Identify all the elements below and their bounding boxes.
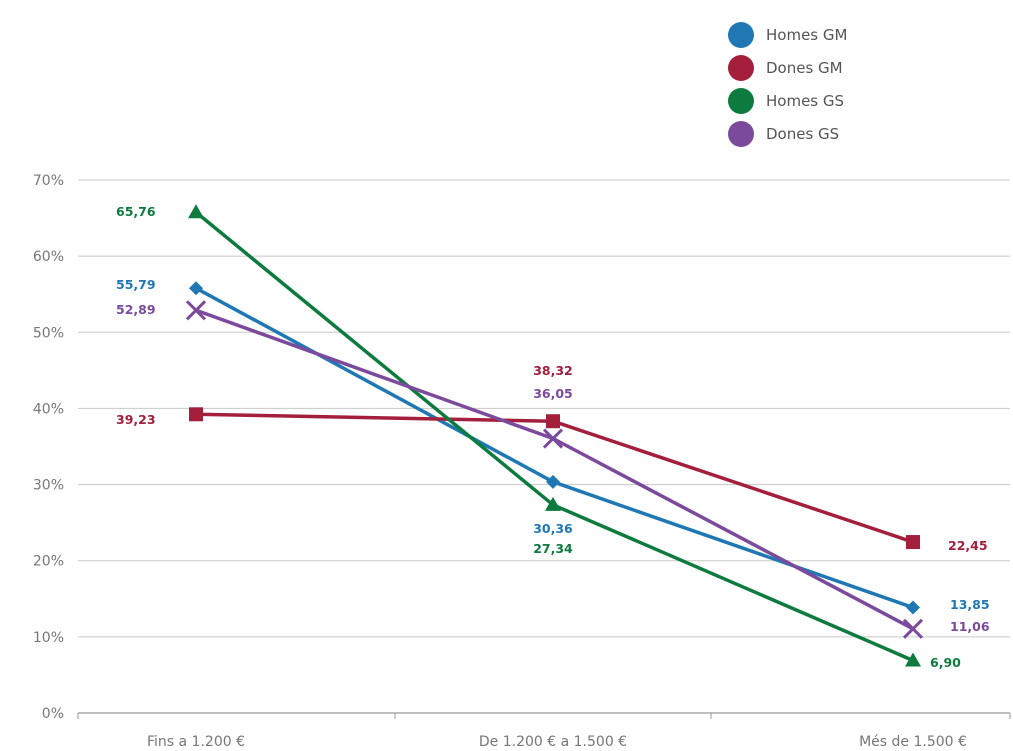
y-tick-label: 10% bbox=[33, 630, 64, 646]
x-tick-label: Més de 1.500 € bbox=[859, 734, 967, 750]
data-point bbox=[546, 414, 560, 429]
legend-item-dones-gs: Dones GS bbox=[728, 117, 847, 150]
legend-item-homes-gm: Homes GM bbox=[728, 18, 847, 51]
data-label: 11,06 bbox=[950, 619, 990, 634]
data-point bbox=[546, 474, 560, 489]
y-tick-label: 60% bbox=[33, 249, 64, 265]
gridlines bbox=[78, 179, 1010, 714]
data-point bbox=[542, 428, 564, 449]
data-label: 38,32 bbox=[533, 363, 573, 378]
legend-item-dones-gm: Dones GM bbox=[728, 51, 847, 84]
y-tick-label: 40% bbox=[33, 401, 64, 417]
data-point bbox=[902, 618, 924, 639]
data-point bbox=[189, 281, 203, 296]
data-label: 52,89 bbox=[116, 302, 156, 317]
data-label: 22,45 bbox=[948, 538, 988, 553]
legend-swatch bbox=[728, 54, 754, 81]
x-axis: Fins a 1.200 € De 1.200 € a 1.500 € Més de… bbox=[77, 713, 1011, 750]
y-tick-label: 30% bbox=[33, 478, 64, 494]
data-point bbox=[189, 407, 203, 422]
data-label: 6,90 bbox=[930, 655, 961, 670]
data-point bbox=[906, 535, 920, 550]
series-line bbox=[195, 308, 914, 631]
data-point bbox=[545, 496, 561, 511]
series-line bbox=[195, 286, 914, 610]
y-tick-label: 20% bbox=[33, 554, 64, 570]
legend-swatch bbox=[728, 120, 754, 147]
y-axis: 0% 10% 20% 30% 40% 50% 60% 70% bbox=[33, 173, 64, 722]
data-point bbox=[185, 300, 207, 321]
data-label: 30,36 bbox=[533, 521, 573, 536]
data-point bbox=[188, 204, 204, 219]
y-tick-label: 0% bbox=[42, 706, 64, 722]
data-point bbox=[905, 652, 921, 667]
data-label: 36,05 bbox=[533, 386, 573, 401]
legend-item-homes-gs: Homes GS bbox=[728, 84, 847, 117]
data-label: 65,76 bbox=[116, 204, 156, 219]
series-markers bbox=[185, 204, 924, 667]
legend-label: Dones GM bbox=[766, 58, 843, 77]
legend: Homes GM Dones GM Homes GS Dones GS bbox=[728, 18, 847, 150]
legend-swatch bbox=[728, 87, 754, 114]
x-tick-label: De 1.200 € a 1.500 € bbox=[479, 734, 627, 750]
y-tick-label: 50% bbox=[33, 325, 64, 341]
data-label: 13,85 bbox=[950, 597, 990, 612]
legend-label: Homes GM bbox=[766, 25, 848, 44]
x-tick-label: Fins a 1.200 € bbox=[147, 734, 245, 750]
legend-swatch bbox=[728, 21, 754, 48]
data-labels: 55,79 30,36 13,85 39,23 38,32 22,45 65,76 27,34… bbox=[116, 204, 990, 670]
data-label: 55,79 bbox=[116, 277, 156, 292]
data-label: 39,23 bbox=[116, 412, 156, 427]
legend-label: Homes GS bbox=[766, 91, 845, 110]
data-point bbox=[906, 600, 920, 615]
legend-label: Dones GS bbox=[766, 124, 840, 143]
y-tick-label: 70% bbox=[33, 173, 64, 189]
data-label: 27,34 bbox=[533, 541, 573, 556]
